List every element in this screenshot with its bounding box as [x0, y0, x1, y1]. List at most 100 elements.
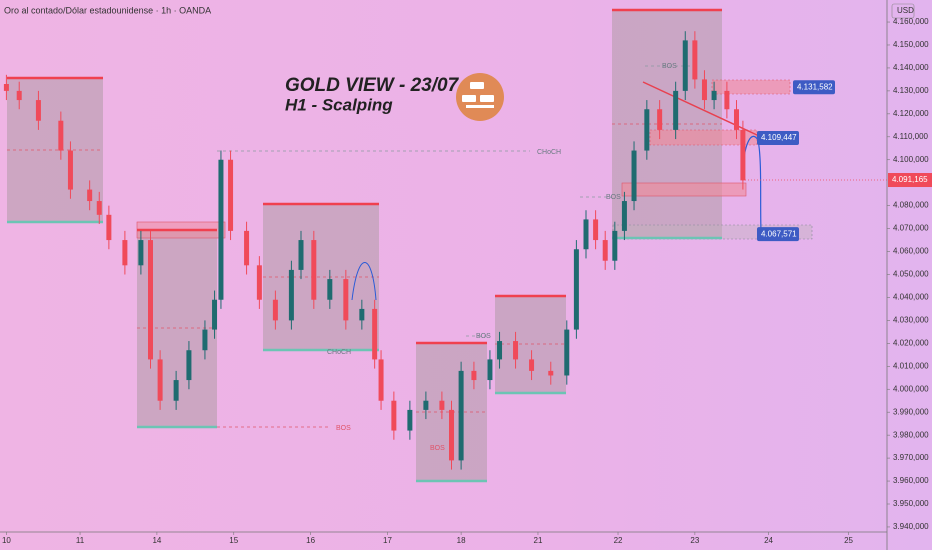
candle-body	[327, 279, 333, 300]
candle-body	[67, 150, 73, 190]
candle-body	[439, 400, 445, 410]
candle-body	[288, 269, 294, 321]
x-tick-label: 24	[764, 536, 773, 545]
candle-body	[186, 350, 192, 381]
y-tick-label: 3.980,000	[893, 430, 929, 439]
candle-body	[692, 40, 698, 80]
annotation: BOS	[606, 194, 621, 201]
candle-body	[378, 359, 384, 401]
candle-body	[157, 359, 163, 401]
candle-body	[740, 129, 746, 181]
candle-body	[471, 370, 477, 381]
y-tick-label: 4.150,000	[893, 40, 929, 49]
y-tick-label: 3.970,000	[893, 453, 929, 462]
candle-body	[272, 299, 278, 321]
x-tick-label: 10	[2, 536, 11, 545]
currency-box	[891, 3, 915, 19]
candle-body	[657, 109, 663, 130]
candle-body	[311, 240, 317, 300]
candle-body	[106, 214, 112, 241]
x-tick-label: 21	[534, 536, 543, 545]
zone	[495, 296, 566, 393]
annotation: CHoCH	[537, 149, 561, 156]
y-tick-label: 4.070,000	[893, 224, 929, 233]
candle-body	[631, 150, 637, 202]
price-label-box	[757, 227, 799, 242]
candle-body	[122, 240, 128, 266]
annotation: BOS	[336, 425, 351, 432]
candle-body	[96, 201, 102, 215]
y-tick-label: 3.960,000	[893, 476, 929, 485]
price-label: 4.109,447	[761, 133, 797, 142]
candle-body	[673, 90, 679, 130]
y-tick-label: 4.000,000	[893, 384, 929, 393]
candle-body	[573, 249, 579, 330]
headline: GOLD VIEW - 23/07	[285, 75, 460, 96]
y-tick-label: 4.100,000	[893, 155, 929, 164]
candle-body	[372, 308, 378, 360]
candle-body	[621, 201, 627, 231]
candle-body	[724, 90, 730, 110]
candle-body	[298, 240, 304, 270]
candle-body	[58, 120, 64, 151]
candle-body	[564, 329, 570, 376]
zone	[621, 182, 747, 197]
y-tick-label: 3.990,000	[893, 407, 929, 416]
x-tick-label: 22	[614, 536, 623, 545]
candle-body	[202, 329, 208, 351]
candle-body	[228, 159, 234, 231]
candle-body	[359, 308, 365, 321]
candle-body	[583, 219, 589, 250]
x-tick-label: 25	[844, 536, 853, 545]
candle-body	[407, 409, 413, 431]
y-tick-label: 3.940,000	[893, 522, 929, 531]
candle-body	[682, 40, 688, 91]
candle-body	[218, 159, 224, 300]
y-tick-label: 4.160,000	[893, 17, 929, 26]
x-tick-label: 16	[306, 536, 315, 545]
candle-body	[35, 100, 41, 121]
annotation: BOS	[430, 445, 445, 452]
x-tick-label: 11	[76, 536, 85, 545]
candles	[3, 31, 746, 470]
candle-body	[458, 370, 464, 461]
candle-body	[711, 90, 717, 101]
candle-body	[212, 299, 218, 330]
candle-body	[391, 400, 397, 431]
annotation: BOS	[662, 63, 677, 70]
candle-body	[16, 90, 22, 101]
projection-path	[351, 262, 377, 301]
candle-body	[612, 230, 618, 261]
last-price-box	[888, 173, 932, 188]
candle-body	[3, 84, 9, 91]
y-tick-label: 3.950,000	[893, 499, 929, 508]
y-tick-label: 4.060,000	[893, 247, 929, 256]
currency: USD	[897, 6, 914, 15]
zone	[711, 79, 791, 95]
y-tick-label: 4.050,000	[893, 270, 929, 279]
y-tick-label: 4.030,000	[893, 316, 929, 325]
candle-body	[244, 230, 250, 266]
x-tick-label: 18	[457, 536, 466, 545]
candle-body	[138, 240, 144, 266]
price-label-box	[757, 131, 799, 146]
y-tick-label: 4.140,000	[893, 63, 929, 72]
x-tick-label: 14	[152, 536, 161, 545]
annotation: CHoCH	[327, 349, 351, 356]
candle-body	[343, 279, 349, 321]
candle-body	[548, 370, 554, 376]
gold-icon	[456, 73, 504, 121]
candle-body	[701, 79, 707, 101]
subheadline: H1 - Scalping	[285, 95, 393, 114]
candle-body	[644, 109, 650, 151]
annotation: BOS	[476, 333, 491, 340]
price-label-box	[793, 80, 835, 95]
price-label: 4.067,571	[761, 229, 797, 238]
candle-body	[487, 359, 493, 381]
last-price-label: 4.091,165	[892, 175, 928, 184]
y-tick-label: 4.010,000	[893, 361, 929, 370]
x-tick-label: 23	[690, 536, 699, 545]
x-tick-label: 15	[229, 536, 238, 545]
x-tick-label: 17	[383, 536, 392, 545]
